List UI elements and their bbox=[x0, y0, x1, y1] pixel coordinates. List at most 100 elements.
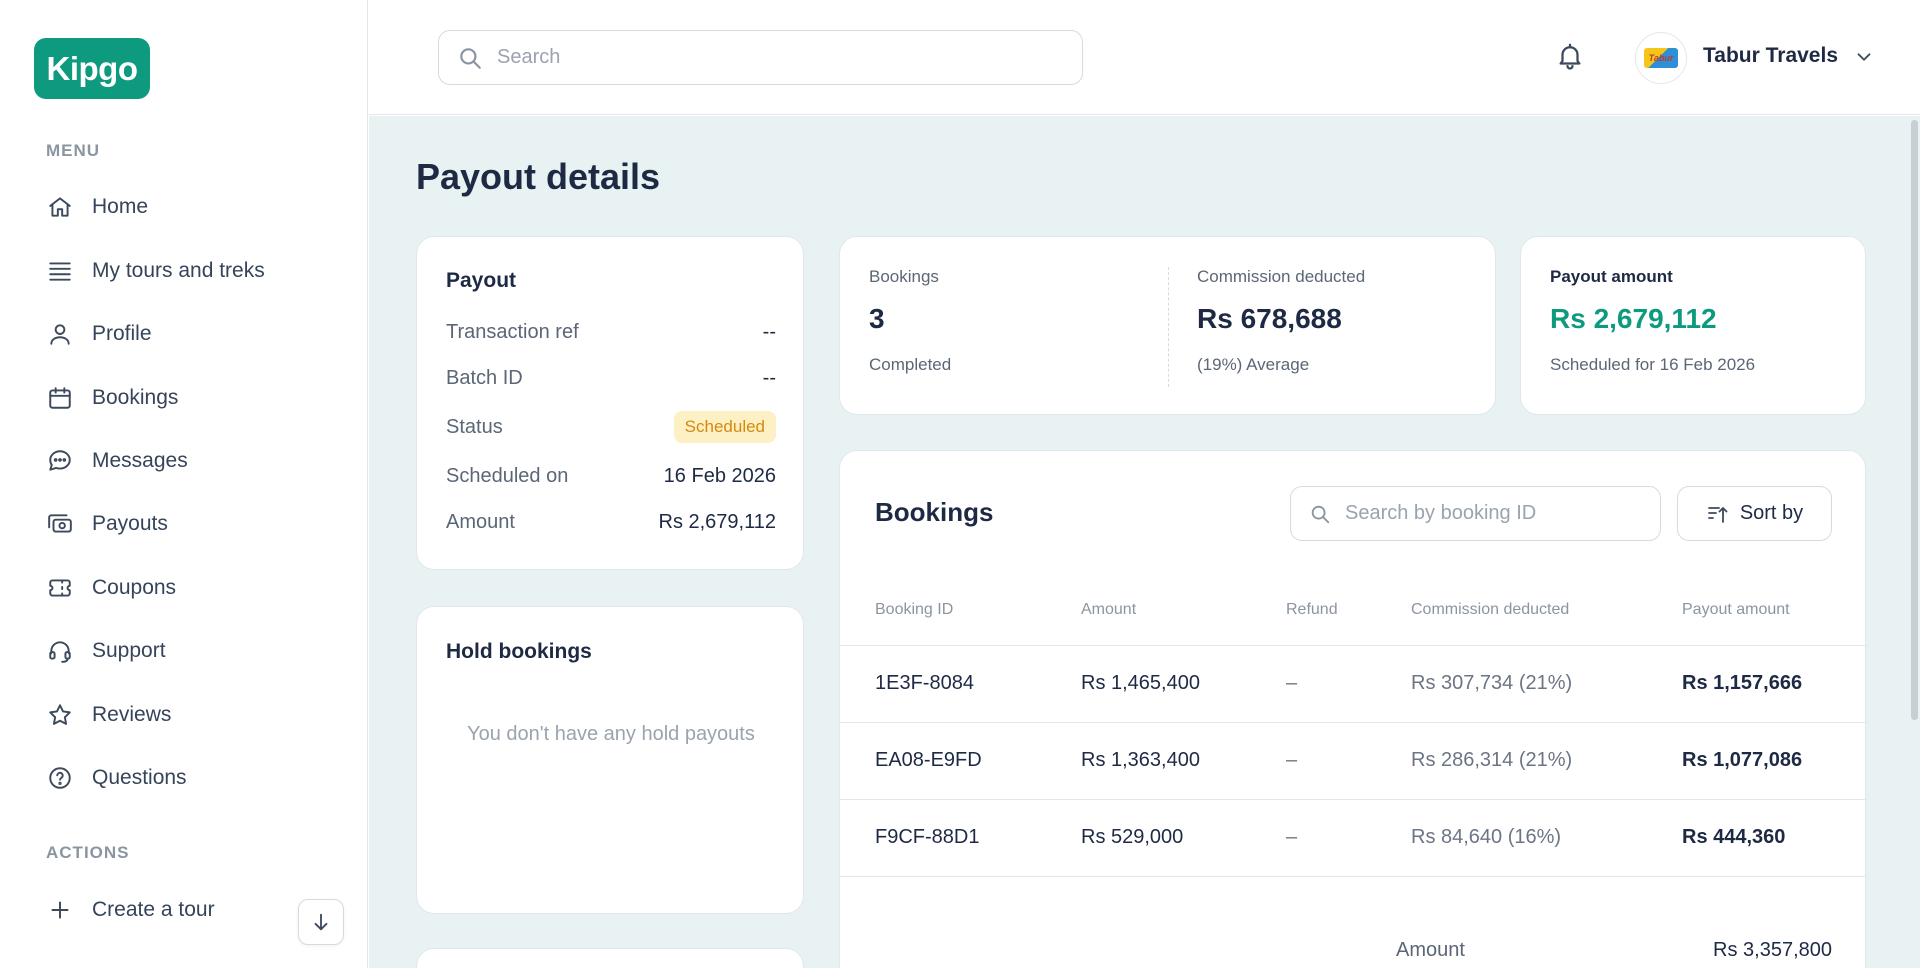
booking-id-cell: 1E3F-8084 bbox=[875, 672, 974, 694]
sidebar-item-label: Reviews bbox=[92, 703, 172, 726]
commission-cell: Rs 307,734 (21%) bbox=[1411, 672, 1573, 694]
sidebar-item-label: Coupons bbox=[92, 576, 177, 599]
sort-button[interactable]: Sort by bbox=[1677, 486, 1832, 541]
payout-cell: Rs 444,360 bbox=[1682, 826, 1786, 848]
column-header-amount: Amount bbox=[1081, 601, 1137, 618]
total-amount-value: Rs 3,357,800 bbox=[1713, 939, 1832, 961]
hold-bookings-card: Hold bookings You don't have any hold pa… bbox=[416, 606, 804, 914]
account-menu-toggle[interactable] bbox=[1853, 46, 1877, 70]
stat-label: Bookings bbox=[869, 267, 939, 286]
status-badge: Scheduled bbox=[673, 411, 776, 443]
hold-bookings-title: Hold bookings bbox=[446, 640, 592, 663]
chevron-down-icon bbox=[1857, 53, 1871, 61]
bookings-title: Bookings bbox=[875, 497, 994, 527]
column-header-booking-id: Booking ID bbox=[875, 601, 954, 618]
stat-value: Rs 2,679,112 bbox=[1550, 303, 1717, 334]
payout-card-title: Payout bbox=[446, 269, 517, 292]
page-scrollbar[interactable] bbox=[1911, 120, 1918, 720]
sidebar-item-coupons[interactable]: Coupons bbox=[46, 568, 176, 608]
row-value: Rs 2,679,112 bbox=[658, 510, 777, 533]
status-row: Status Scheduled bbox=[446, 411, 776, 443]
sidebar-item-label: Bookings bbox=[92, 386, 179, 409]
commission-stat: Commission deducted Rs 678,688 (19%) Ave… bbox=[1197, 267, 1365, 375]
bookings-stats-card: Bookings 3 Completed Commission deducted… bbox=[839, 236, 1496, 415]
column-header-commission: Commission deducted bbox=[1411, 601, 1570, 618]
payout-card: Payout Transaction ref -- Batch ID -- St… bbox=[416, 236, 804, 570]
amount-cell: Rs 1,363,400 bbox=[1081, 749, 1200, 771]
bell-icon bbox=[1559, 43, 1581, 70]
sidebar-item-label: My tours and treks bbox=[92, 259, 265, 282]
table-row[interactable]: EA08-E9FD Rs 1,363,400 – Rs 286,314 (21%… bbox=[840, 722, 1867, 799]
account-name[interactable]: Tabur Travels bbox=[1703, 44, 1839, 67]
global-search[interactable] bbox=[438, 30, 1083, 85]
row-label: Status bbox=[446, 415, 503, 438]
stat-sub: (19%) Average bbox=[1197, 355, 1310, 374]
avatar[interactable]: Tabur bbox=[1635, 32, 1687, 84]
scheduled-on-row: Scheduled on 16 Feb 2026 bbox=[446, 461, 776, 491]
sidebar-item-label: Home bbox=[92, 195, 149, 218]
sidebar-item-label: Messages bbox=[92, 449, 188, 472]
row-label: Amount bbox=[446, 510, 515, 533]
search-input[interactable] bbox=[497, 46, 1037, 69]
row-label: Batch ID bbox=[446, 366, 523, 389]
money-icon bbox=[46, 510, 74, 538]
amount-cell: Rs 1,465,400 bbox=[1081, 672, 1200, 694]
sidebar-item-label: Questions bbox=[92, 766, 187, 789]
account-logo: Tabur bbox=[1644, 48, 1678, 68]
row-value: 16 Feb 2026 bbox=[663, 464, 776, 487]
booking-search-input[interactable] bbox=[1345, 502, 1645, 525]
page-title: Payout details bbox=[416, 156, 661, 197]
sidebar-item-label: Profile bbox=[92, 322, 152, 345]
bookings-stat: Bookings 3 Completed bbox=[869, 267, 951, 375]
create-tour-button[interactable]: Create a tour bbox=[46, 890, 215, 930]
column-header-payout-amount: Payout amount bbox=[1682, 601, 1790, 618]
row-value: -- bbox=[762, 366, 776, 389]
scroll-down-button[interactable] bbox=[298, 899, 344, 945]
calendar-icon bbox=[46, 384, 74, 412]
row-label: Scheduled on bbox=[446, 464, 569, 487]
total-amount-label: Amount bbox=[1396, 939, 1465, 961]
sidebar-item-questions[interactable]: Questions bbox=[46, 758, 187, 798]
sidebar-item-tours[interactable]: My tours and treks bbox=[46, 251, 265, 291]
column-header-refund: Refund bbox=[1286, 601, 1338, 618]
sidebar-item-profile[interactable]: Profile bbox=[46, 314, 152, 354]
headset-icon bbox=[46, 637, 74, 665]
booking-search[interactable] bbox=[1290, 486, 1661, 541]
star-icon bbox=[46, 701, 74, 729]
bookings-table-card: Bookings Sort by Booking ID Amount Refun… bbox=[839, 450, 1867, 968]
sidebar-item-home[interactable]: Home bbox=[46, 187, 148, 227]
amount-row: Amount Rs 2,679,112 bbox=[446, 507, 776, 537]
sidebar-item-messages[interactable]: Messages bbox=[46, 441, 188, 481]
plus-icon bbox=[46, 896, 74, 924]
sidebar-item-reviews[interactable]: Reviews bbox=[46, 695, 171, 735]
table-row[interactable]: F9CF-88D1 Rs 529,000 – Rs 84,640 (16%) R… bbox=[840, 799, 1867, 876]
list-icon bbox=[46, 257, 74, 285]
sort-label: Sort by bbox=[1739, 502, 1804, 524]
user-icon bbox=[46, 320, 74, 348]
refund-cell: – bbox=[1286, 826, 1298, 848]
payout-cell: Rs 1,077,086 bbox=[1682, 749, 1803, 771]
brand-logo[interactable]: Kipgo bbox=[34, 38, 150, 99]
sidebar-item-label: Support bbox=[92, 639, 166, 662]
empty-state-message: You don't have any hold payouts bbox=[467, 723, 755, 745]
payout-cell: Rs 1,157,666 bbox=[1682, 672, 1803, 694]
sidebar-item-bookings[interactable]: Bookings bbox=[46, 378, 178, 418]
table-divider bbox=[840, 876, 1867, 877]
refund-cell: – bbox=[1286, 749, 1298, 771]
menu-section-label: MENU bbox=[46, 141, 101, 160]
stat-sub: Scheduled for 16 Feb 2026 bbox=[1550, 355, 1756, 374]
row-value: -- bbox=[762, 320, 776, 343]
sidebar-item-payouts[interactable]: Payouts bbox=[46, 504, 168, 544]
sort-icon bbox=[1707, 506, 1728, 523]
row-label: Transaction ref bbox=[446, 320, 579, 343]
amount-cell: Rs 529,000 bbox=[1081, 826, 1184, 848]
sidebar-item-support[interactable]: Support bbox=[46, 631, 166, 671]
table-row[interactable]: 1E3F-8084 Rs 1,465,400 – Rs 307,734 (21%… bbox=[840, 645, 1867, 722]
search-icon bbox=[460, 47, 481, 69]
home-icon bbox=[46, 193, 74, 221]
chat-icon bbox=[46, 447, 74, 475]
booking-id-cell: EA08-E9FD bbox=[875, 749, 982, 771]
notifications-button[interactable] bbox=[1555, 41, 1587, 73]
stat-label: Commission deducted bbox=[1197, 267, 1366, 286]
sidebar-item-label: Create a tour bbox=[92, 898, 215, 921]
